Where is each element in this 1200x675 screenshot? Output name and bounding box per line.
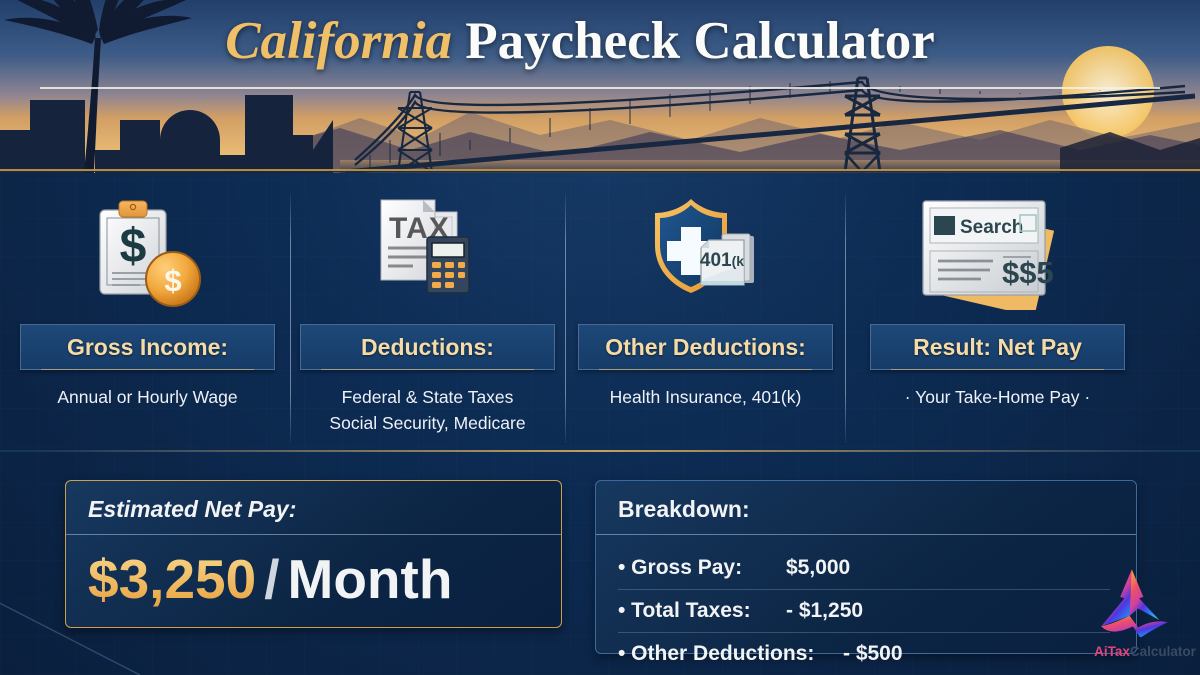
svg-text:$: $ <box>119 220 146 273</box>
svg-text:401(k: 401(k <box>699 250 743 271</box>
svg-text:$$5: $$5 <box>1002 255 1054 290</box>
svg-text:$: $ <box>164 263 181 298</box>
svg-text:Search: Search <box>960 217 1023 238</box>
